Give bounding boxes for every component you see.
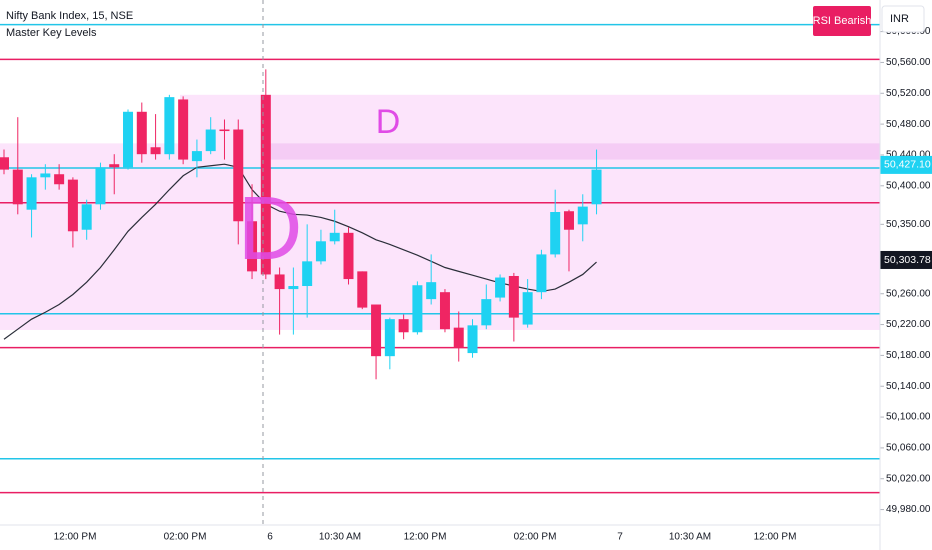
badge-bg: [813, 6, 871, 36]
candle-body: [191, 151, 202, 162]
x-tick-label: 02:00 PM: [514, 532, 557, 543]
y-tick-label: 50,260.00: [886, 288, 931, 299]
x-tick-label: 12:00 PM: [54, 532, 97, 543]
candle-body: [481, 299, 492, 326]
candle-body: [123, 111, 134, 168]
candle-body: [288, 286, 299, 290]
candle-body: [426, 282, 437, 300]
candle-body: [54, 174, 65, 185]
candle-body: [247, 221, 258, 272]
y-tick-label: 50,480.00: [886, 119, 931, 130]
candle-body: [40, 173, 51, 178]
y-tick-label: 50,100.00: [886, 412, 931, 423]
candle-body: [12, 169, 23, 205]
candle-body: [508, 275, 519, 318]
candle-body: [329, 232, 340, 242]
currency[interactable]: INR: [890, 13, 909, 25]
price-label-bg: [880, 155, 932, 174]
x-tick-label: 10:30 AM: [669, 532, 711, 543]
candle-body: [384, 319, 395, 357]
candle-body: [522, 292, 533, 325]
candle-body: [233, 129, 244, 222]
y-tick-label: 49,980.00: [886, 504, 931, 515]
candle-body: [315, 241, 326, 262]
candle-body: [343, 232, 354, 280]
annotation: D: [238, 179, 303, 279]
candle-body: [439, 292, 450, 330]
candle-body: [205, 129, 216, 152]
y-tick-label: 50,520.00: [886, 88, 931, 99]
annotation: D: [376, 103, 401, 141]
zone: [270, 143, 880, 160]
x-tick-label: 12:00 PM: [404, 532, 447, 543]
candle-body: [453, 327, 464, 348]
candle-body: [260, 94, 271, 275]
y-tick-label: 50,350.00: [886, 219, 931, 230]
y-tick-label: 50,060.00: [886, 443, 931, 454]
candle-body: [412, 285, 423, 333]
x-tick-label: 02:00 PM: [164, 532, 207, 543]
candle-body: [0, 157, 9, 170]
candle-body: [371, 304, 382, 357]
price-label: 50,427.10: [884, 159, 931, 171]
candle-body: [467, 325, 478, 354]
x-tick-label: 10:30 AM: [319, 532, 361, 543]
candle-body: [357, 271, 368, 308]
candle-body: [302, 261, 313, 287]
price-label: 50,303.78: [884, 254, 931, 266]
indicator-name: Master Key Levels: [6, 27, 97, 39]
y-tick-label: 50,220.00: [886, 319, 931, 330]
y-tick-label: 50,180.00: [886, 350, 931, 361]
candle-body: [577, 206, 588, 225]
candle-body: [136, 111, 147, 155]
x-tick-label: 6: [267, 532, 273, 543]
candle-body: [563, 211, 574, 230]
candle-body: [495, 277, 506, 298]
candle-body: [274, 274, 285, 290]
candle-body: [67, 179, 78, 232]
currency-box[interactable]: [881, 5, 925, 33]
candle-body: [536, 254, 547, 293]
candle-body: [109, 164, 120, 168]
candle-body: [591, 169, 602, 205]
candle-body: [550, 212, 561, 255]
candle-body: [150, 147, 161, 155]
y-tick-label: 50,140.00: [886, 381, 931, 392]
y-tick-label: 50,400.00: [886, 180, 931, 191]
y-tick-label: 50,440.00: [886, 150, 931, 161]
y-tick-label: 50,020.00: [886, 473, 931, 484]
candle-body: [81, 204, 92, 230]
x-tick-label: 12:00 PM: [754, 532, 797, 543]
x-tick-label: 7: [617, 532, 623, 543]
candle-body: [95, 167, 106, 205]
badge: RSI Bearish: [813, 15, 872, 27]
price-label-bg: [880, 250, 932, 269]
chart-title: Nifty Bank Index, 15, NSE: [6, 10, 133, 22]
candle-body: [398, 319, 409, 333]
candle-body: [164, 97, 175, 155]
candle-body: [178, 99, 189, 160]
y-tick-label: 50,560.00: [886, 57, 931, 68]
zone: [180, 94, 880, 144]
candle-body: [219, 129, 230, 132]
candle-body: [26, 177, 37, 210]
